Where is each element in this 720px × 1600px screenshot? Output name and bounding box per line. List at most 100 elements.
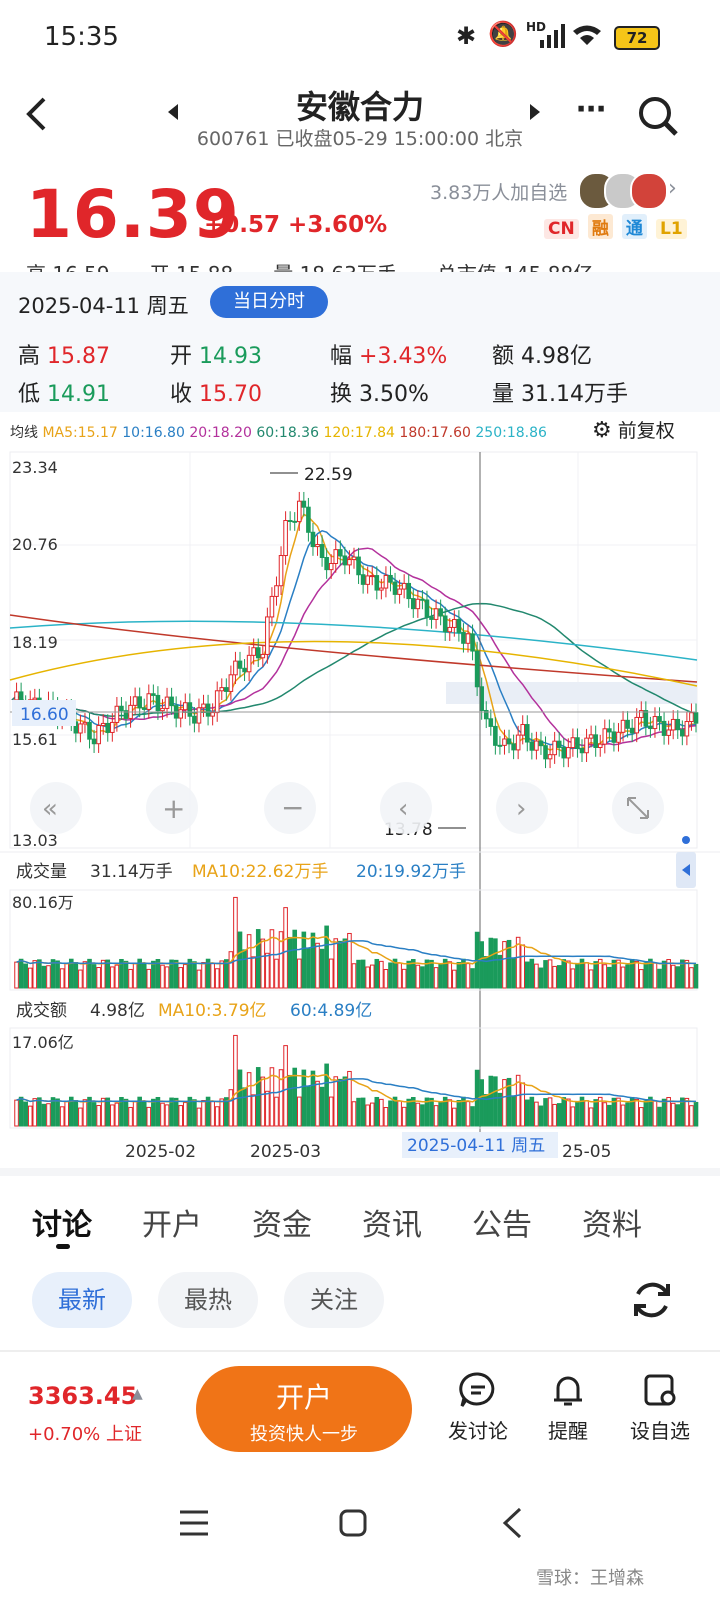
volume-bar [388, 1100, 393, 1127]
volume-bar [607, 1104, 612, 1127]
volume-bar [625, 964, 630, 989]
candle-body [278, 555, 284, 587]
volume-bar [584, 962, 589, 989]
candle-body [123, 710, 129, 719]
stock-title: 安徽合力 [295, 88, 424, 126]
day-high: 高 15.87 [18, 344, 110, 369]
volume-bar [410, 1097, 416, 1127]
adjust-toggle[interactable]: ⚙ 前复权 [592, 416, 675, 443]
candle-body [543, 745, 548, 760]
candle-body [506, 738, 512, 745]
candle-body [205, 703, 211, 717]
candle-body [255, 647, 261, 659]
zoom-in-button[interactable]: + [146, 782, 198, 834]
follower-avatars[interactable] [578, 172, 670, 210]
volume-bar [497, 954, 503, 989]
volume-bar [493, 938, 498, 989]
mute-icon: 🔕 [488, 20, 518, 48]
volume-bar [670, 964, 676, 989]
volume-bar [442, 1096, 448, 1127]
prev-stock-icon[interactable] [168, 104, 180, 120]
back-icon[interactable] [24, 96, 50, 132]
candle-body [588, 734, 594, 739]
volume-bar [210, 963, 215, 989]
volume-bar [643, 1100, 649, 1127]
filter-hot[interactable]: 最热 [158, 1272, 258, 1328]
volume-bar [374, 1096, 380, 1127]
refresh-icon[interactable] [630, 1278, 674, 1322]
tab-announcements[interactable]: 公告 [472, 1208, 532, 1243]
fullscreen-button[interactable] [612, 782, 664, 834]
index-change[interactable]: +0.70% 上证 [28, 1424, 142, 1445]
volume-bar [684, 1097, 690, 1127]
volume-bar [151, 960, 156, 989]
price-change-pct: +3.60% [288, 212, 388, 238]
candle-body [693, 712, 699, 724]
candle-body [483, 709, 489, 720]
candle-body [91, 738, 97, 745]
post-discussion-button[interactable]: 发讨论 [438, 1370, 518, 1444]
volume-bar [338, 1078, 343, 1127]
home-icon[interactable] [338, 1508, 368, 1538]
volume-bar [424, 1097, 430, 1127]
candle-body [310, 531, 316, 548]
tab-profile[interactable]: 资料 [582, 1208, 642, 1243]
scroll-right-button[interactable]: › [496, 782, 548, 834]
volume-bar [100, 959, 106, 989]
candle-body [14, 691, 19, 701]
volume-bar [552, 1103, 557, 1127]
open-account-button[interactable]: 开户 投资快人一步 [196, 1366, 412, 1452]
volume-bar [119, 1096, 124, 1127]
tab-news[interactable]: 资讯 [362, 1208, 422, 1243]
volume-bar [260, 1076, 266, 1127]
volume-bar [246, 1072, 252, 1127]
volume-bar [269, 1067, 275, 1127]
volume-bar [401, 968, 407, 989]
candle-body [374, 575, 380, 591]
volume-bar [452, 1107, 457, 1127]
volume-bar [306, 1086, 311, 1127]
add-watchlist-button[interactable]: 设自选 [620, 1370, 700, 1444]
volume-bar [383, 969, 389, 989]
search-icon[interactable] [636, 94, 680, 138]
tab-open-account[interactable]: 开户 [142, 1208, 202, 1243]
signal-icon [540, 24, 565, 48]
scroll-left-fast-button[interactable]: « [30, 782, 82, 834]
menu-icon[interactable] [178, 1508, 210, 1538]
system-back-icon[interactable] [500, 1506, 524, 1540]
volume-bar [638, 969, 644, 989]
volume-bar [146, 968, 152, 989]
index-value[interactable]: 3363.45 [28, 1382, 138, 1410]
candle-body [260, 653, 266, 659]
volume-bar [547, 959, 553, 989]
volume-bar [182, 1102, 188, 1127]
candle-body [360, 574, 366, 585]
tab-discussion[interactable]: 讨论 [32, 1208, 92, 1243]
volume-bar [374, 958, 380, 989]
volume-bar [675, 1104, 681, 1127]
filter-following[interactable]: 关注 [284, 1272, 384, 1328]
volume-bar [648, 1096, 653, 1127]
intraday-button[interactable]: 当日分时 [210, 286, 328, 318]
filter-latest[interactable]: 最新 [32, 1272, 132, 1328]
more-icon[interactable]: ⋯ [576, 92, 606, 127]
tab-funds[interactable]: 资金 [252, 1208, 312, 1243]
followers-count[interactable]: 3.83万人加自选 [430, 182, 568, 204]
scroll-left-button[interactable]: ‹ [380, 782, 432, 834]
next-stock-icon[interactable] [528, 104, 540, 120]
candle-body [214, 690, 220, 714]
candle-body [187, 702, 193, 717]
volume-bar [360, 1097, 366, 1127]
zoom-out-button[interactable]: − [264, 782, 316, 834]
amount-ma10: MA10:3.79亿 [158, 1001, 267, 1021]
volume-bar [579, 1096, 585, 1127]
volume-bar [648, 958, 653, 989]
kline-chart[interactable]: 23.34 20.76 18.19 15.61 13.03 16.60 22.5… [0, 450, 720, 1170]
chevron-right-icon[interactable]: › [668, 176, 677, 201]
high-marker-label: 22.59 [304, 465, 353, 485]
alert-button[interactable]: 提醒 [528, 1370, 608, 1444]
x-tick-crosshair: 2025-04-11 周五 [407, 1136, 545, 1156]
volume-bar [338, 940, 343, 989]
candle-body [82, 721, 88, 725]
volume-bar [146, 1106, 152, 1127]
